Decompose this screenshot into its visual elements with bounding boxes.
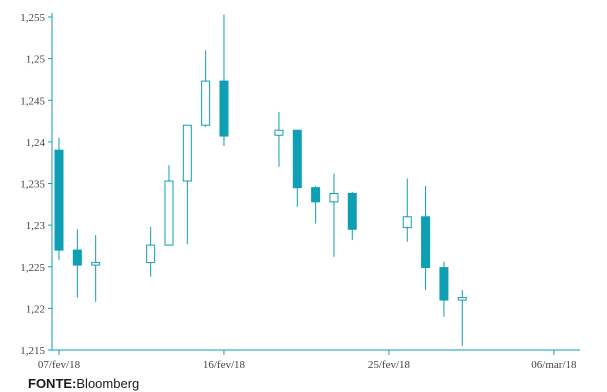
candle: [201, 50, 211, 127]
candle-body-up: [91, 262, 101, 266]
y-tick-label: 1,245: [20, 95, 45, 107]
candle: [164, 165, 174, 246]
candle-body-up: [164, 180, 174, 246]
candle-body-up: [457, 297, 467, 301]
x-tick-label: 25/fev/18: [368, 359, 411, 371]
candles: [54, 14, 467, 346]
y-tick-label: 1,255: [20, 12, 45, 24]
candle-body-down: [439, 267, 449, 301]
y-axis: 1,215 1,22 1,225 1,23 1,235 1,24 1,245 1,25 1,25…: [20, 12, 53, 357]
source-text: Bloomberg: [76, 376, 140, 391]
candle-body-down: [311, 187, 321, 203]
source-note: FONTE:Bloomberg: [28, 376, 139, 391]
candle: [402, 178, 412, 242]
x-tick-label: 07/fev/18: [38, 359, 81, 371]
x-tick-label: 06/mar/18: [531, 359, 577, 371]
candle-body-up: [274, 129, 284, 136]
y-tick-label: 1,215: [20, 345, 45, 357]
candle-body-up: [182, 124, 192, 182]
candle: [54, 137, 64, 261]
candle: [311, 185, 321, 224]
candlestick-chart: 1,215 1,22 1,225 1,23 1,235 1,24 1,245 1,25 1,25…: [20, 12, 580, 371]
candle: [274, 111, 284, 167]
x-tick-label: 16/fev/18: [203, 359, 246, 371]
y-tick-label: 1,225: [20, 262, 45, 274]
candle-body-up: [329, 192, 339, 203]
candle-body-down: [347, 192, 357, 230]
candle-body-down: [54, 149, 64, 251]
candle-body-up: [146, 244, 156, 264]
x-axis: 07/fev/18 16/fev/18 25/fev/18 06/mar/18: [38, 349, 580, 371]
candle: [329, 173, 339, 257]
candle-body-down: [219, 80, 229, 137]
candle: [457, 290, 467, 346]
candle: [439, 261, 449, 317]
candle: [421, 185, 431, 291]
candle-body-up: [402, 216, 412, 229]
source-label: FONTE:: [28, 376, 77, 391]
candle-body-up: [201, 80, 211, 126]
candle: [72, 229, 82, 298]
candle-body-down: [421, 216, 431, 269]
y-tick-label: 1,23: [26, 220, 46, 232]
y-tick-label: 1,25: [26, 54, 46, 66]
candle-body-down: [292, 129, 302, 189]
candle: [347, 191, 357, 241]
y-tick-label: 1,22: [26, 303, 45, 315]
candle: [91, 235, 101, 302]
candle: [146, 226, 156, 277]
candle: [219, 14, 229, 147]
y-tick-label: 1,235: [20, 179, 45, 191]
y-tick-label: 1,24: [26, 137, 46, 149]
candle: [182, 124, 192, 245]
candle: [292, 129, 302, 207]
candle-body-down: [72, 249, 82, 266]
